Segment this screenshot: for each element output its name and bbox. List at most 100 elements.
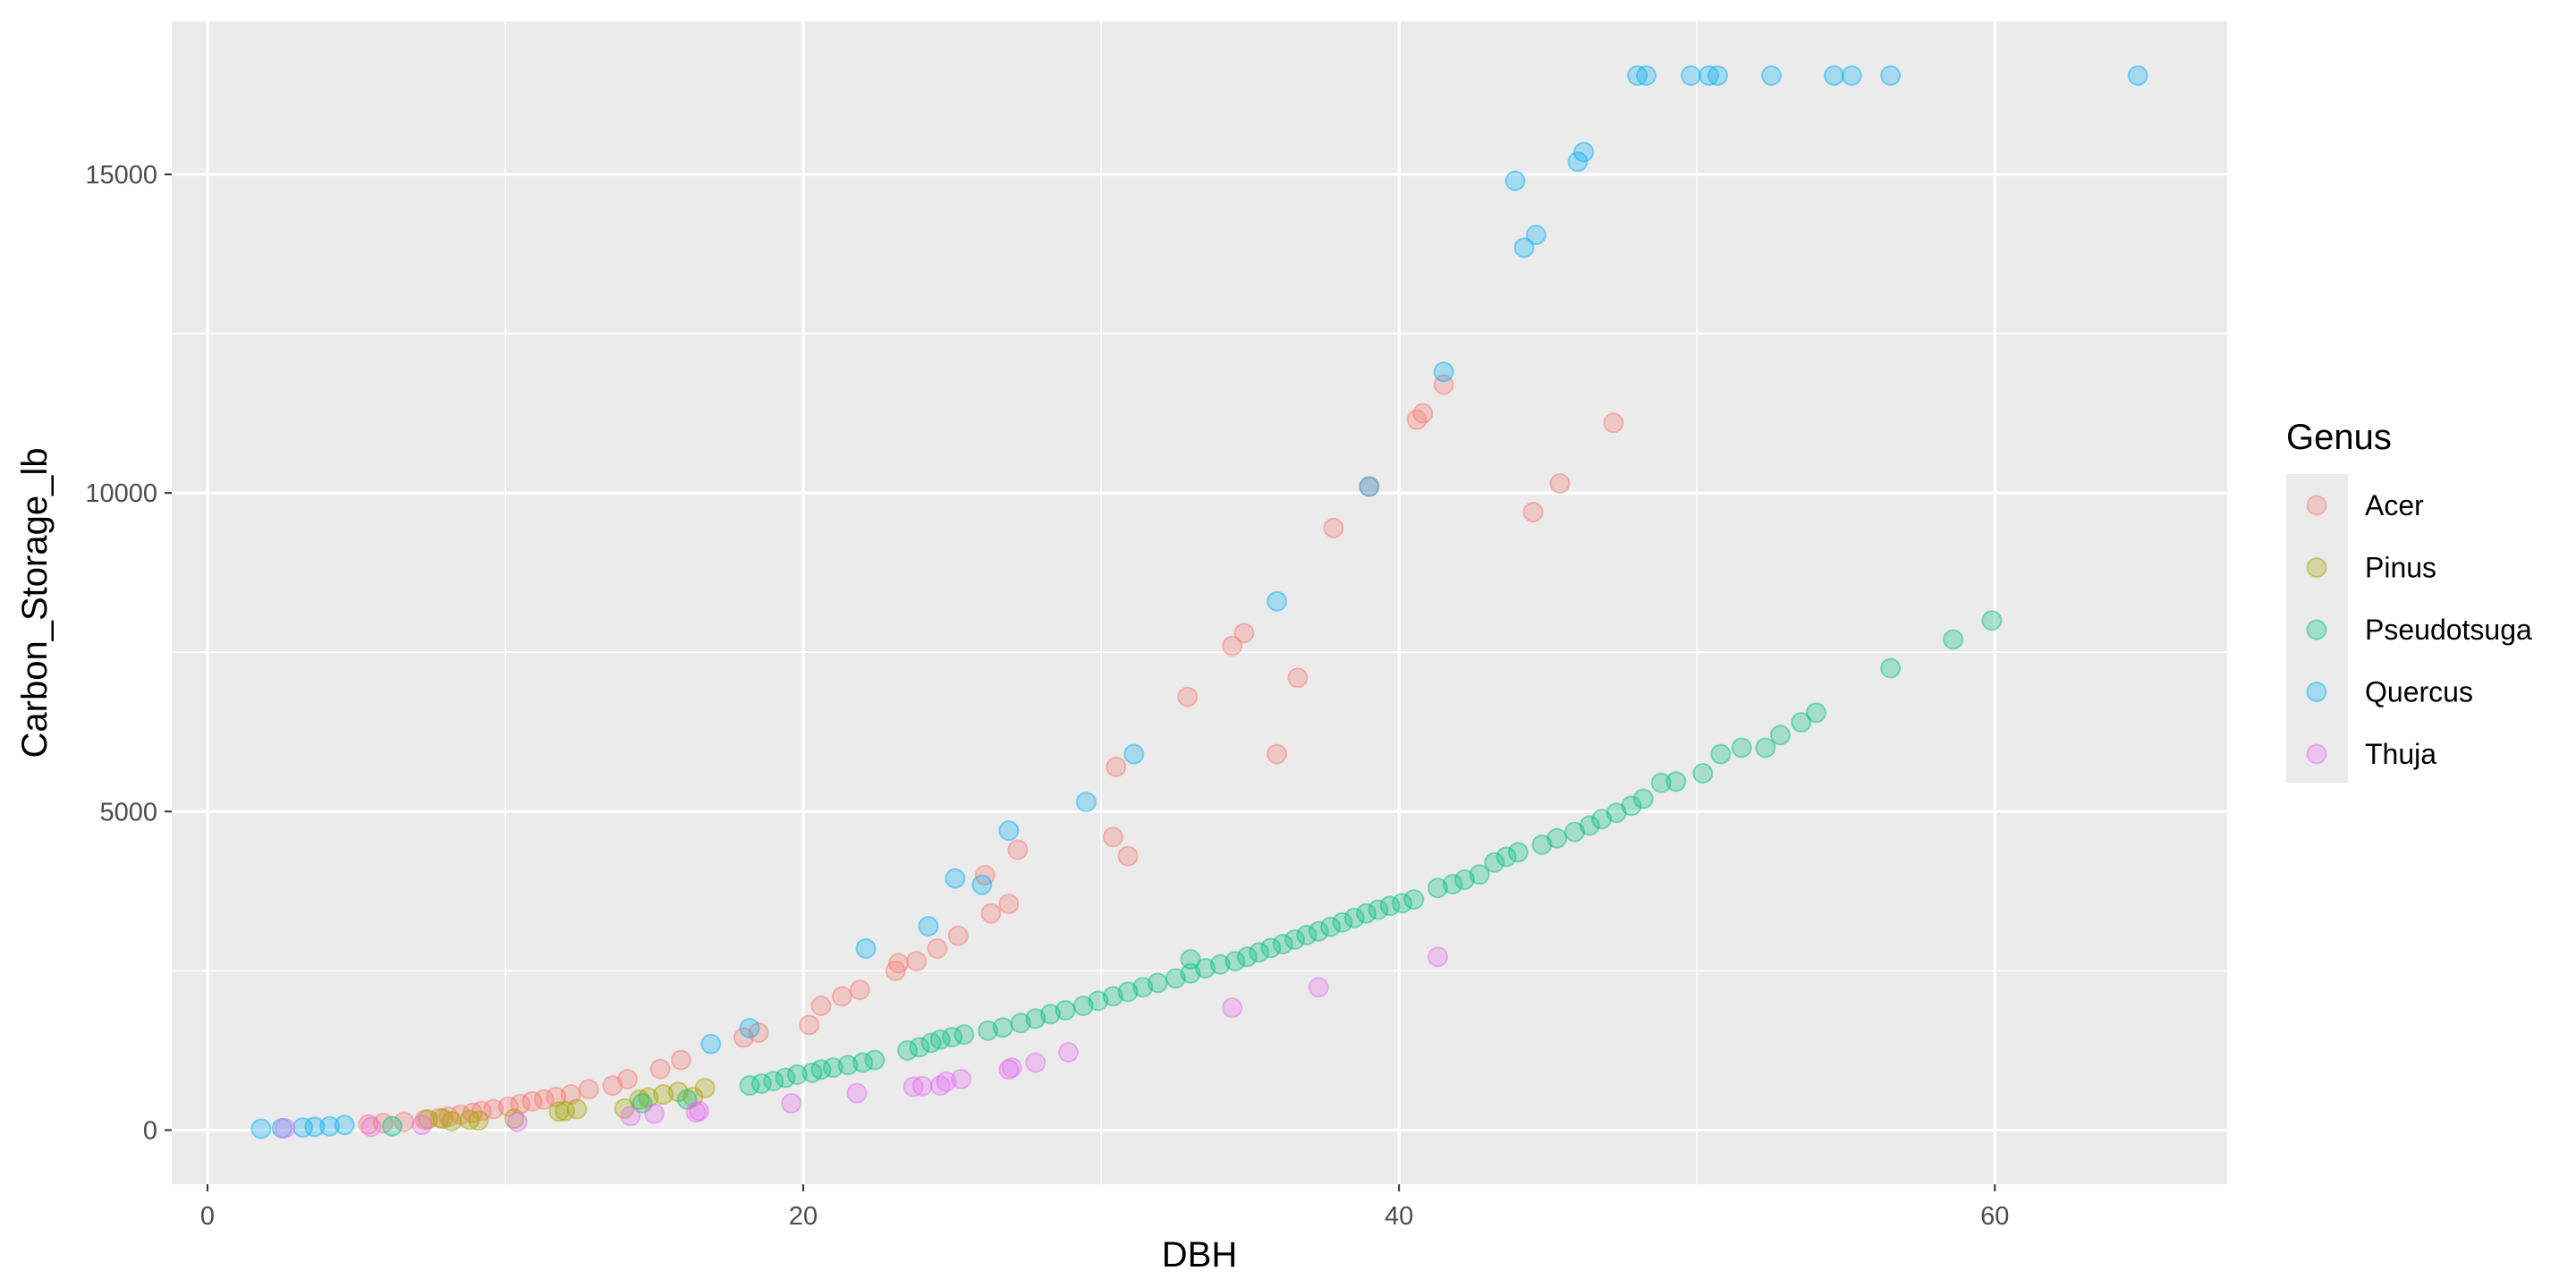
- data-point-pseudotsuga: [864, 1049, 886, 1071]
- data-point-pseudotsuga: [1880, 657, 1902, 679]
- data-point-pseudotsuga: [1632, 788, 1654, 809]
- data-point-acer: [372, 1113, 394, 1134]
- data-point-quercus: [1075, 792, 1097, 813]
- data-point-pseudotsuga: [1507, 842, 1529, 863]
- data-point-quercus: [1880, 65, 1902, 87]
- data-point-pseudotsuga: [1368, 899, 1389, 920]
- data-point-quercus: [1567, 151, 1589, 173]
- legend-key-background: [2286, 474, 2348, 783]
- data-point-pseudotsuga: [1379, 895, 1401, 917]
- data-point-quercus: [1267, 590, 1288, 612]
- data-point-thuja: [911, 1075, 933, 1097]
- data-point-quercus: [1841, 65, 1862, 87]
- legend-label-thuja: Thuja: [2365, 738, 2436, 770]
- data-point-pseudotsuga: [920, 1032, 942, 1054]
- data-point-quercus: [1627, 65, 1648, 87]
- series-thuja: [275, 946, 1448, 1139]
- data-point-quercus: [2127, 65, 2148, 87]
- data-point-pseudotsuga: [1692, 763, 1714, 784]
- data-point-pseudotsuga: [1496, 846, 1517, 868]
- data-point-pseudotsuga: [1579, 815, 1600, 836]
- data-point-pseudotsuga: [1453, 869, 1475, 891]
- data-point-acer: [1102, 826, 1123, 848]
- data-point-quercus: [334, 1114, 355, 1136]
- data-point-pseudotsuga: [1249, 942, 1270, 963]
- data-point-quercus: [250, 1118, 272, 1140]
- legend-label-pseudotsuga: Pseudotsuga: [2365, 614, 2532, 646]
- data-point-thuja: [411, 1114, 433, 1136]
- series-pseudotsuga: [381, 610, 2003, 1137]
- legend-key-pseudotsuga: [2306, 619, 2327, 640]
- data-point-pseudotsuga: [1332, 911, 1353, 933]
- legend-key-quercus: [2306, 682, 2327, 702]
- data-point-pinus: [459, 1109, 480, 1131]
- data-point-pinus: [638, 1087, 659, 1108]
- data-point-acer: [497, 1096, 519, 1117]
- data-point-pseudotsuga: [1531, 834, 1553, 855]
- data-point-acer: [1522, 501, 1544, 522]
- data-point-acer: [1359, 476, 1380, 497]
- data-point-acer: [414, 1109, 436, 1131]
- data-point-pinus: [441, 1110, 462, 1131]
- data-point-thuja: [998, 1059, 1020, 1080]
- data-point-acer: [733, 1027, 754, 1048]
- data-point-pseudotsuga: [1195, 958, 1216, 979]
- data-point-pseudotsuga: [1665, 771, 1687, 792]
- data-point-acer: [799, 1014, 820, 1036]
- data-point-pinus: [682, 1086, 704, 1107]
- data-point-pseudotsuga: [1320, 916, 1342, 937]
- data-point-pseudotsuga: [1055, 1000, 1076, 1021]
- data-points: [250, 65, 2148, 1140]
- data-point-acer: [438, 1106, 460, 1127]
- data-point-acer: [1222, 635, 1243, 657]
- data-point-pseudotsuga: [1224, 951, 1246, 972]
- data-point-quercus: [1707, 65, 1728, 87]
- data-point-pseudotsuga: [1606, 802, 1627, 824]
- data-point-thuja: [936, 1071, 957, 1092]
- data-point-quercus: [1699, 65, 1720, 87]
- data-point-thuja: [929, 1075, 951, 1097]
- data-point-acer: [358, 1114, 379, 1135]
- data-point-acer: [1549, 472, 1571, 494]
- data-point-pseudotsuga: [1791, 712, 1812, 733]
- data-point-thuja: [360, 1116, 382, 1138]
- data-point-thuja: [275, 1117, 296, 1139]
- data-point-pseudotsuga: [1650, 772, 1672, 793]
- x-axis: 0 20 40 60: [200, 1184, 2009, 1231]
- data-point-pseudotsuga: [1025, 1008, 1046, 1030]
- data-point-pseudotsuga: [1484, 852, 1505, 873]
- data-point-pseudotsuga: [1469, 864, 1490, 886]
- data-point-quercus: [271, 1117, 292, 1139]
- data-point-pseudotsuga: [897, 1039, 919, 1061]
- data-point-quercus: [945, 868, 966, 889]
- data-point-pseudotsuga: [1236, 946, 1258, 968]
- data-point-acer: [1287, 667, 1309, 689]
- data-point-acer: [748, 1021, 769, 1043]
- data-point-pseudotsuga: [822, 1057, 843, 1079]
- data-point-pseudotsuga: [1165, 968, 1186, 989]
- series-acer: [358, 374, 1624, 1135]
- data-point-pseudotsuga: [1943, 629, 1964, 650]
- data-point-acer: [1233, 623, 1255, 644]
- data-point-acer: [671, 1049, 692, 1071]
- data-point-acer: [810, 996, 832, 1017]
- data-point-pinus: [432, 1108, 453, 1130]
- data-point-quercus: [1636, 65, 1657, 87]
- data-point-pinus: [614, 1097, 635, 1119]
- data-point-quercus: [855, 937, 877, 959]
- data-point-pseudotsuga: [631, 1093, 653, 1114]
- data-point-pseudotsuga: [1591, 809, 1613, 830]
- x-axis-title: DBH: [1162, 1235, 1237, 1275]
- data-point-acer: [885, 960, 906, 981]
- data-point-pseudotsuga: [1403, 889, 1425, 911]
- y-tick-label: 10000: [85, 479, 157, 508]
- data-point-pinus: [555, 1100, 576, 1122]
- grid-major: [172, 21, 2227, 1184]
- y-tick-label: 5000: [99, 798, 157, 826]
- data-point-thuja: [688, 1100, 709, 1122]
- data-point-pseudotsuga: [1769, 724, 1791, 746]
- data-point-pseudotsuga: [1805, 702, 1826, 724]
- data-point-acer: [546, 1086, 567, 1107]
- data-point-pinus: [653, 1084, 674, 1106]
- data-point-pinus: [548, 1101, 570, 1123]
